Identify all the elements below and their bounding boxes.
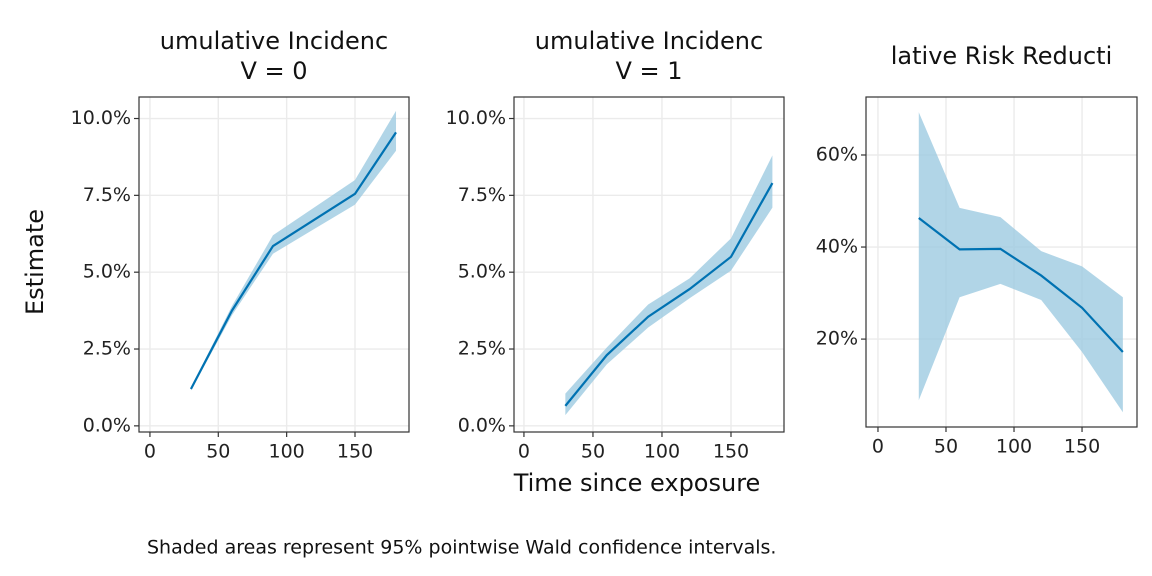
y-tick-label: 0.0% xyxy=(83,414,131,436)
y-tick-label: 2.5% xyxy=(458,338,506,360)
estimate-line xyxy=(189,131,397,390)
x-tick-label: 50 xyxy=(934,436,958,458)
y-tick-label: 20% xyxy=(816,328,858,350)
panel-border xyxy=(138,96,410,433)
x-tick-label: 150 xyxy=(1064,436,1100,458)
y-tick-label: 5.0% xyxy=(83,261,131,283)
y-tick-label: 7.5% xyxy=(83,184,131,206)
x-tick-label: 150 xyxy=(713,441,749,463)
panel-subtitle: V = 1 xyxy=(615,57,682,85)
panel-border xyxy=(865,96,1138,428)
y-tick-label: 7.5% xyxy=(458,184,506,206)
x-tick-label: 0 xyxy=(518,441,530,463)
x-tick-label: 150 xyxy=(337,441,373,463)
x-tick-label: 50 xyxy=(581,441,605,463)
y-tick-label: 5.0% xyxy=(458,261,506,283)
x-tick-label: 100 xyxy=(644,441,680,463)
y-tick-label: 10.0% xyxy=(71,107,131,129)
x-axis-label: Time since exposure xyxy=(513,469,761,497)
caption: Shaded areas represent 95% pointwise Wal… xyxy=(147,537,776,559)
estimate-line xyxy=(564,182,774,407)
x-tick-label: 100 xyxy=(996,436,1032,458)
x-tick-label: 0 xyxy=(872,436,884,458)
y-tick-label: 0.0% xyxy=(458,414,506,436)
x-tick-label: 100 xyxy=(269,441,305,463)
panel-title: umulative Incidenc xyxy=(535,27,763,55)
y-tick-label: 10.0% xyxy=(446,107,506,129)
y-axis-label: Estimate xyxy=(21,209,49,315)
y-tick-label: 2.5% xyxy=(83,338,131,360)
panel-title: lative Risk Reducti xyxy=(891,42,1113,70)
panel: 0.0% 2.5% 5.0% 7.5% 10.0% 0 50 100 150 umulative … xyxy=(71,27,410,463)
confidence-band xyxy=(565,155,773,416)
y-tick-label: 60% xyxy=(816,143,858,165)
panel-subtitle: V = 0 xyxy=(240,57,307,85)
panel: 20% 40% 60% 0 50 100 150 lative Risk Reducti xyxy=(816,42,1138,458)
panel: 0.0% 2.5% 5.0% 7.5% 10.0% 0 50 100 150 umulative … xyxy=(446,27,785,463)
x-tick-label: 50 xyxy=(206,441,230,463)
panel-title: umulative Incidenc xyxy=(160,27,388,55)
estimate-line xyxy=(918,217,1124,353)
panel-border xyxy=(513,96,785,433)
y-tick-label: 40% xyxy=(816,236,858,258)
x-tick-label: 0 xyxy=(144,441,156,463)
